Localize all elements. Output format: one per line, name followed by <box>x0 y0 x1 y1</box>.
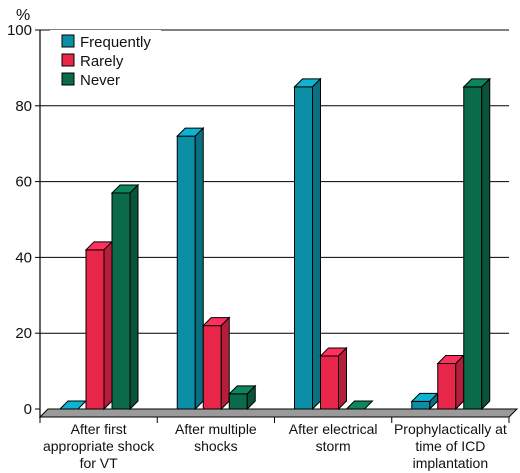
bar-side <box>220 316 230 411</box>
y-tick-label: 40 <box>15 249 32 266</box>
bar-front <box>294 86 313 410</box>
y-tick-label: 100 <box>7 22 32 39</box>
floor-plane <box>38 408 519 418</box>
bar-front <box>437 363 457 410</box>
bar-front <box>111 192 131 410</box>
y-axis: 0 20 40 60 80 100 <box>7 22 510 423</box>
bar-rarely-3 <box>319 346 348 411</box>
bar-top <box>58 400 88 410</box>
bar-never-4 <box>462 77 491 411</box>
bar-front <box>411 400 431 410</box>
bar-side <box>129 183 139 411</box>
y-tick-label: 0 <box>24 401 32 418</box>
x-category-label: Prophylactically at time of ICD implantati… <box>394 421 507 471</box>
legend-label: Rarely <box>80 53 124 70</box>
bar-rarely-2 <box>202 316 231 411</box>
bar-frequently-2 <box>176 126 205 411</box>
bar-side <box>455 354 465 411</box>
bars <box>58 77 491 411</box>
chart-floor <box>38 408 519 418</box>
bar-side <box>194 126 204 411</box>
legend-swatch <box>61 34 75 48</box>
legend-swatch <box>61 72 75 86</box>
bar-front <box>176 135 196 410</box>
x-category-label: After multiple shocks <box>175 421 257 454</box>
bar-front <box>85 249 105 410</box>
bar-front <box>463 86 483 410</box>
bar-frequently-3 <box>293 77 322 411</box>
bar-side <box>246 384 256 411</box>
bar-side <box>481 77 491 411</box>
y-tick-label: 80 <box>15 98 32 115</box>
x-category-label: After electrical storm <box>289 421 378 454</box>
bar-front <box>202 325 222 410</box>
legend-swatch <box>61 53 75 67</box>
bar-side <box>312 77 321 411</box>
bar-frequently-1 <box>58 400 88 410</box>
x-axis-labels: After first appropriate shock for VT After … <box>43 421 507 471</box>
bar-never-1 <box>110 183 140 411</box>
y-tick-label: 20 <box>15 325 32 342</box>
legend: Frequently Rarely Never <box>50 30 161 90</box>
bar-rarely-1 <box>84 240 114 411</box>
bar-top <box>345 400 374 410</box>
x-category-label: After first appropriate shock for VT <box>43 421 155 471</box>
y-axis-unit-label: % <box>16 7 30 24</box>
bar-front <box>228 393 248 410</box>
bar-never-2 <box>228 384 257 411</box>
bar-front <box>320 355 339 410</box>
bar-frequently-4 <box>410 392 439 411</box>
bar-rarely-4 <box>436 354 465 411</box>
y-tick-label: 60 <box>15 174 32 191</box>
bar-side <box>338 346 347 411</box>
bar-side <box>103 240 113 411</box>
legend-label: Frequently <box>80 34 151 51</box>
bar-never-3 <box>345 400 374 410</box>
legend-label: Never <box>80 72 120 89</box>
